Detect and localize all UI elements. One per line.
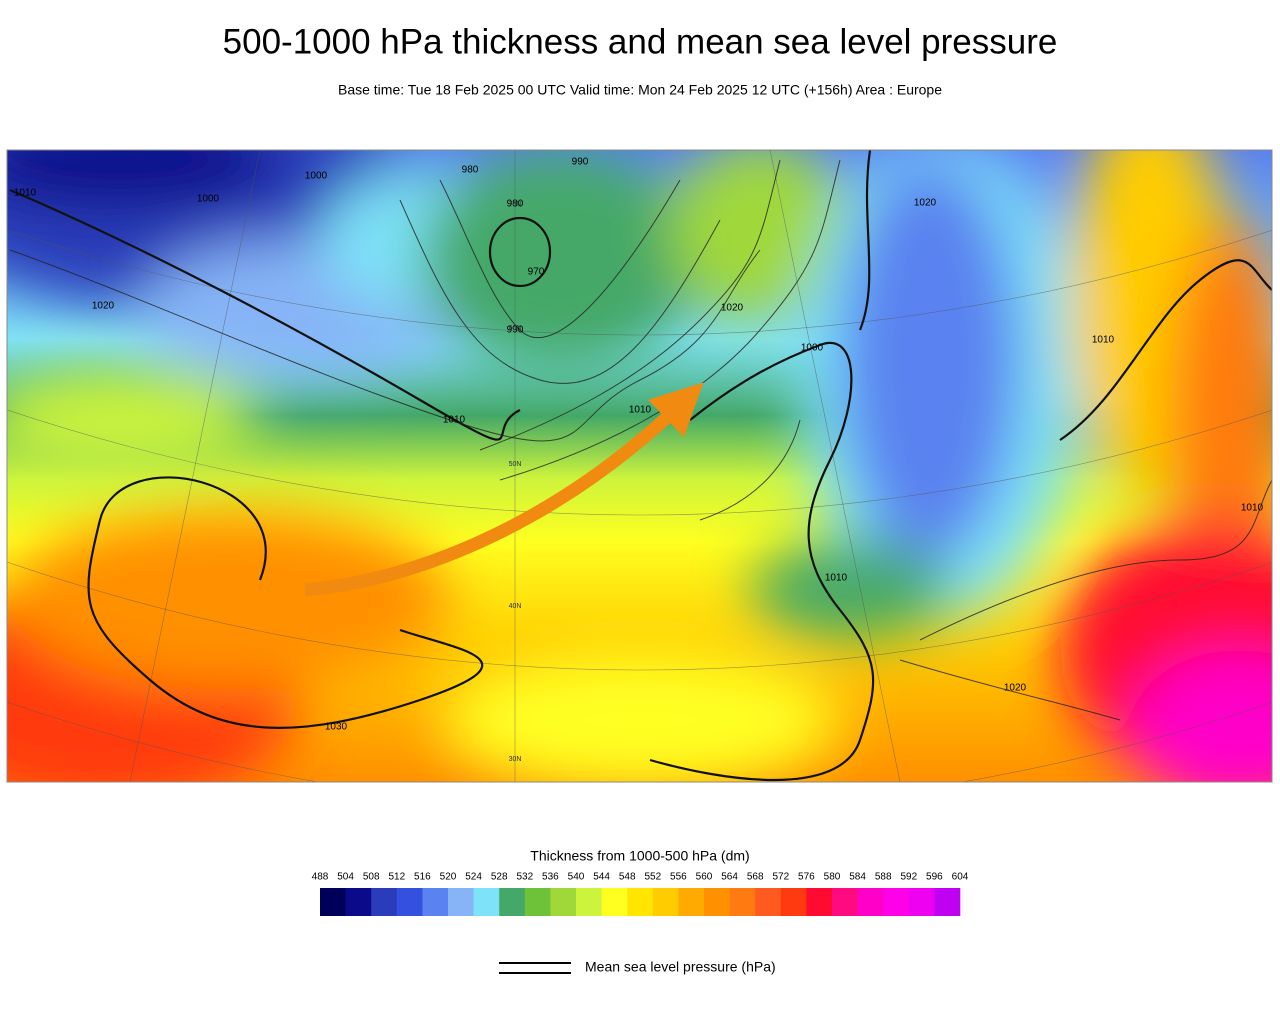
flow-arrow [304,382,704,597]
isobar-label: 1010 [825,573,848,584]
colorbar-label: 548 [619,872,636,883]
colorbar-swatch [448,888,474,916]
latitude-label: 40N [509,603,522,610]
colorbar-swatch [883,888,910,916]
isobar-label: 1020 [721,303,744,314]
isobar-label: 990 [507,325,524,336]
latitude-label: 60N [509,325,522,332]
colorbar-label: 544 [593,872,610,883]
colorbar-swatch [576,888,602,916]
colorbar-label: 596 [926,872,943,883]
colorbar-label: 564 [721,872,738,883]
colorbar-swatch [857,888,884,916]
legend-label: Mean sea level pressure (hPa) [585,959,776,975]
colorbar-label: 556 [670,872,687,883]
isobar-label: 1010 [14,188,37,199]
graticule [7,150,1272,782]
colorbar-label: 584 [849,872,866,883]
colorbar-swatch [627,888,654,916]
colorbar-label: 524 [465,872,482,883]
colorbar-swatch [652,888,679,916]
colorbar-label: 516 [414,872,431,883]
isobar-label: 980 [462,165,479,176]
colorbar-label: 576 [798,872,815,883]
isobar-label: 1020 [92,301,115,312]
colorbar-swatch [396,888,423,916]
isobar-label: 1000 [801,343,824,354]
colorbar-swatch [755,888,782,916]
isobar-label: 1000 [197,194,220,205]
colorbar-swatch [473,888,500,916]
colorbar-swatch [934,888,961,916]
colorbar-swatch [550,888,577,916]
colorbar-swatch [371,888,398,916]
isobar-label: 980 [507,199,524,210]
colorbar-swatch [908,888,935,916]
colorbar-label: 568 [747,872,764,883]
colorbar-swatch [832,888,858,916]
colorbar-swatch [499,888,526,916]
latitude-label: 50N [509,461,522,468]
isobar-label: 1010 [443,415,466,426]
colorbar-label: 536 [542,872,559,883]
colorbar-label: 592 [900,872,917,883]
isobar-label: 1020 [914,198,937,209]
colorbar-label: 604 [952,872,969,883]
colorbar-label: 588 [875,872,892,883]
isobar-label: 1010 [629,405,652,416]
colorbar-swatch [345,888,372,916]
colorbar: 488 504 508 512 516 520 524 528 532 536 540 544 548 5… [312,872,969,916]
colorbar-label: 560 [696,872,713,883]
isobar-labels: 1000 1000 1010 980 990 980 970 990 1020 … [14,157,1264,733]
subtitle: Base time: Tue 18 Feb 2025 00 UTC Valid … [338,82,942,98]
map-frame [6,149,1273,783]
isobar-label: 1030 [325,722,348,733]
colorbar-label: 508 [363,872,380,883]
colorbar-swatch [524,888,551,916]
colorbar-label: 540 [568,872,585,883]
colorbar-swatch [320,888,346,916]
colorbar-swatch [704,888,730,916]
latitude-labels: 70N 60N 50N 40N 30N [509,201,522,763]
isobars [9,150,1272,781]
isobar-label: 1010 [1241,503,1264,514]
isobar-label: 1000 [305,171,328,182]
colorbar-label: 528 [491,872,508,883]
colorbar-label: 580 [824,872,841,883]
colorbar-label: 504 [337,872,354,883]
colorbar-label: 512 [388,872,405,883]
colorbar-label: 532 [516,872,533,883]
isobar-label: 990 [572,157,589,168]
latitude-label: 70N [509,201,522,208]
colorbar-label: 572 [772,872,789,883]
isobar-label: 1010 [1092,335,1115,346]
isobar-label: 970 [528,267,545,278]
colorbar-label: 552 [644,872,661,883]
map: 1000 1000 1010 980 990 980 970 990 1020 … [7,150,1272,782]
latitude-label: 30N [509,756,522,763]
colorbar-swatch [729,888,756,916]
colorbar-swatch [780,888,807,916]
colorbar-label: 520 [440,872,457,883]
colorbar-swatch [601,888,628,916]
isobar-label: 1020 [1004,683,1027,694]
colorbar-swatch [806,888,833,916]
colorbar-label: 488 [312,872,329,883]
colorbar-swatch [678,888,705,916]
colorbar-swatch [422,888,449,916]
colorbar-title: Thickness from 1000-500 hPa (dm) [530,848,749,864]
title: 500-1000 hPa thickness and mean sea leve… [223,22,1058,61]
